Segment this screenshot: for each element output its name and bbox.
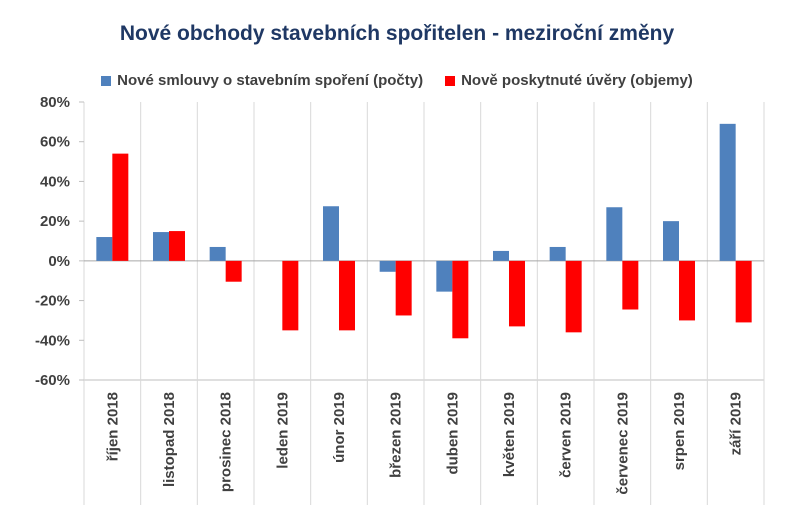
bar-uvery: [282, 260, 299, 331]
x-tick-label: duben 2019: [444, 392, 461, 475]
bar-uvery: [395, 260, 412, 316]
x-tick-label: září 2019: [728, 392, 745, 455]
bar-uvery: [225, 260, 242, 282]
bar-uvery: [339, 260, 355, 331]
bar-smlouvy: [379, 260, 396, 272]
bar-smlouvy: [493, 250, 509, 261]
legend-item-smlouvy: Nové smlouvy o stavebním spoření (počty): [101, 72, 423, 89]
y-tick-label: -20%: [35, 293, 70, 310]
bar-smlouvy: [153, 232, 169, 261]
legend-item-uvery: Nově poskytnuté úvěry (objemy): [445, 72, 693, 89]
bar-uvery: [509, 260, 525, 327]
y-tick-label: 80%: [40, 94, 70, 111]
bar-smlouvy: [606, 207, 623, 261]
bar-smlouvy: [663, 221, 679, 261]
legend-label-uvery: Nově poskytnuté úvěry (objemy): [461, 72, 693, 89]
chart-title: Nové obchody stavebních spořitelen - mez…: [119, 22, 675, 45]
legend-swatch-smlouvy: [101, 75, 112, 86]
bar-smlouvy: [209, 246, 226, 261]
y-tick-label: 20%: [40, 213, 70, 230]
bar-uvery: [452, 260, 469, 339]
bar-uvery: [169, 231, 185, 261]
bar-smlouvy: [436, 260, 453, 292]
x-tick-label: únor 2019: [331, 392, 348, 463]
bar-uvery: [112, 153, 129, 261]
x-tick-label: červenec 2019: [614, 392, 631, 495]
y-tick-label: -60%: [35, 372, 70, 389]
y-tick-label: 0%: [48, 253, 70, 270]
x-tick-label: červen 2019: [558, 392, 575, 478]
bar-uvery: [565, 260, 582, 333]
bar-uvery: [735, 260, 752, 323]
legend: Nové smlouvy o stavebním spoření (počty)…: [0, 72, 794, 89]
bar-uvery: [679, 260, 695, 321]
x-tick-label: březen 2019: [388, 392, 405, 478]
bar-smlouvy: [323, 206, 339, 261]
y-tick-label: 40%: [40, 173, 70, 190]
x-tick-label: květen 2019: [501, 392, 518, 477]
y-tick-label: 60%: [40, 134, 70, 151]
bar-smlouvy: [719, 123, 736, 261]
x-tick-label: listopad 2018: [161, 392, 178, 487]
bar-smlouvy: [549, 246, 566, 261]
x-tick-label: prosinec 2018: [218, 392, 235, 492]
x-tick-label: srpen 2019: [671, 392, 688, 470]
legend-label-smlouvy: Nové smlouvy o stavebním spoření (počty): [117, 72, 424, 89]
x-tick-label: leden 2019: [274, 392, 291, 469]
x-tick-label: říjen 2018: [104, 392, 121, 461]
legend-swatch-uvery: [445, 75, 456, 86]
bar-smlouvy: [96, 237, 113, 261]
y-tick-label: -40%: [35, 332, 70, 349]
bar-uvery: [622, 260, 639, 310]
